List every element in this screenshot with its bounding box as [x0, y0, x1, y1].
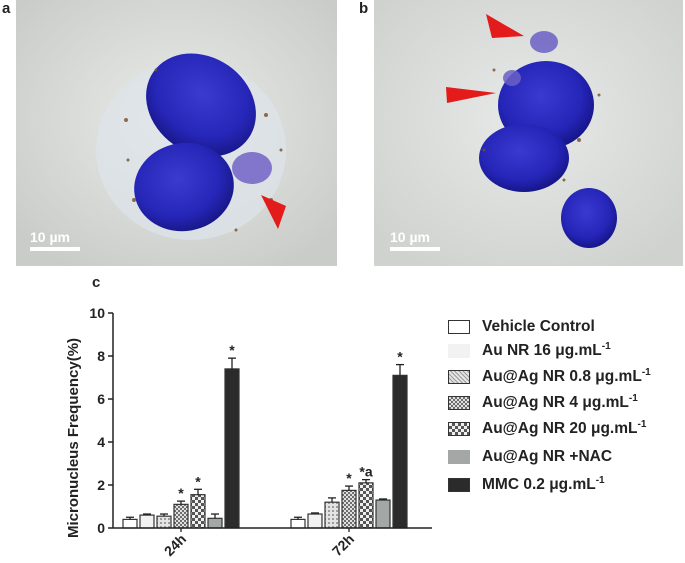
legend-swatch: [448, 422, 470, 436]
legend-swatch: [448, 320, 470, 334]
red-arrowhead-icon: [486, 14, 524, 38]
y-tick-label: 10: [89, 305, 105, 321]
nucleus: [146, 53, 256, 157]
bar-24h-series-3: [173, 503, 189, 529]
legend-swatch: [448, 344, 470, 358]
y-tick-label: 4: [97, 434, 105, 450]
bar-24h-series-6: [224, 368, 240, 529]
legend-unit: μg.mL: [590, 420, 638, 438]
legend-series-name: Au@Ag NR 4: [482, 394, 583, 412]
bar-chart: 0 2 4 6 8 10 * * * * *a * 24h 72h Micronucleus Freq…: [65, 305, 432, 559]
legend-label: Au@Ag NR +NAC: [482, 448, 612, 466]
legend-item: Au@Ag NR 4 μg.mL-1: [448, 392, 638, 414]
legend-unit-exponent: -1: [595, 475, 605, 487]
nucleus: [134, 142, 234, 232]
red-arrowhead-icon: [261, 195, 286, 229]
significance-label: *: [346, 470, 352, 486]
y-axis: 0 2 4 6 8 10: [89, 305, 114, 536]
nucleus: [479, 124, 569, 192]
bar-24h-series-0: [122, 518, 138, 529]
y-tick-label: 8: [97, 348, 105, 364]
legend-series-name: MMC 0.2: [482, 476, 550, 494]
micronucleus: [503, 70, 521, 86]
legend-label: Au NR 16 μg.mL-1: [482, 341, 611, 360]
legend-label: MMC 0.2 μg.mL-1: [482, 475, 605, 494]
micrograph-a: 10 µm: [16, 0, 337, 266]
panel-b-letter: b: [359, 0, 369, 17]
bar-72h-series-6: [392, 374, 408, 529]
legend-label: Vehicle Control: [482, 318, 595, 336]
legend-unit-exponent: -1: [637, 419, 647, 431]
scale-bar: [30, 247, 80, 251]
bar-24h-series-4: [190, 494, 206, 529]
bar-72h-series-3: [341, 489, 357, 529]
legend-item: Vehicle Control: [448, 316, 595, 338]
legend-series-name: Au@Ag NR +NAC: [482, 448, 613, 465]
legend-unit-exponent: -1: [601, 341, 611, 353]
legend-unit-exponent: -1: [641, 367, 651, 379]
micrograph-b-image: 10 µm: [374, 0, 683, 266]
scale-bar-label: 10 µm: [390, 229, 430, 245]
micronucleus: [530, 31, 558, 53]
legend-swatch: [448, 396, 470, 410]
y-axis-title: Micronucleus Frequency(%): [65, 338, 82, 538]
bar-72h-series-1: [307, 513, 323, 529]
legend-label: Au@Ag NR 4 μg.mL-1: [482, 393, 638, 412]
legend-series-name: Au@Ag NR 20: [482, 420, 591, 438]
significance-label: *: [229, 342, 235, 358]
legend-label: Au@Ag NR 0.8 μg.mL-1: [482, 367, 651, 386]
legend-item: Au@Ag NR +NAC: [448, 446, 612, 468]
significance-label: *: [195, 473, 201, 489]
y-tick-label: 0: [97, 520, 105, 536]
legend-unit: μg.mL: [582, 394, 629, 412]
x-axis: 24h 72h: [113, 527, 432, 559]
micrograph-a-image: 10 µm: [16, 0, 337, 266]
legend-label: Au@Ag NR 20 μg.mL-1: [482, 419, 646, 438]
significance-label: *a: [359, 464, 372, 480]
legend-swatch: [448, 478, 470, 492]
legend-unit: μg.mL: [549, 476, 596, 494]
legend-unit-exponent: -1: [628, 393, 638, 405]
legend-swatch: [448, 450, 470, 464]
bar-72h-series-0: [290, 518, 306, 529]
bar-72h-series-2: [324, 501, 340, 529]
legend-item: Au NR 16 μg.mL-1: [448, 340, 611, 362]
y-tick-label: 2: [97, 477, 105, 493]
legend-series-name: Au@Ag NR 0.8: [482, 368, 596, 386]
significance-label: *: [178, 485, 184, 501]
legend-series-name: Au NR 16: [482, 342, 556, 360]
micronucleus: [232, 152, 272, 184]
bar-72h-series-5: [375, 499, 391, 529]
x-tick-label: 24h: [161, 531, 189, 559]
micrograph-b: 10 µm: [374, 0, 683, 266]
nucleus: [561, 188, 617, 248]
panel-c-letter: c: [92, 274, 101, 291]
red-arrowhead-icon: [446, 87, 496, 103]
x-tick-label: 72h: [329, 531, 357, 559]
legend-item: Au@Ag NR 20 μg.mL-1: [448, 418, 646, 440]
legend-item: Au@Ag NR 0.8 μg.mL-1: [448, 366, 651, 388]
legend-unit: μg.mL: [595, 368, 642, 386]
bar-24h-series-2: [156, 515, 172, 529]
bar-24h-series-5: [207, 517, 223, 529]
bar-72h-series-4: [358, 482, 374, 529]
legend-unit: μg.mL: [555, 342, 602, 360]
bar-24h-series-1: [139, 514, 155, 529]
bars-group: * * * * *a *: [122, 342, 408, 529]
legend-series-name: Vehicle Control: [482, 318, 595, 335]
significance-label: *: [397, 349, 403, 365]
y-tick-label: 6: [97, 391, 105, 407]
legend-item: MMC 0.2 μg.mL-1: [448, 474, 605, 496]
panel-a-letter: a: [2, 0, 11, 17]
legend-swatch: [448, 370, 470, 384]
scale-bar: [390, 247, 440, 251]
scale-bar-label: 10 µm: [30, 229, 70, 245]
